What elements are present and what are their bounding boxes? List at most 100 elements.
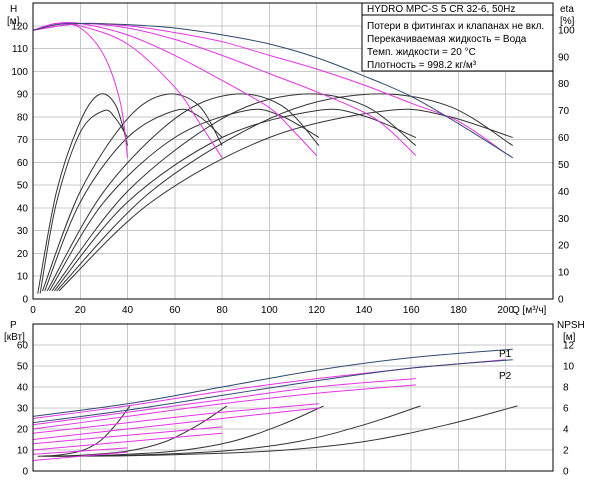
npsh-label-unit: [м] (563, 332, 576, 343)
x-tick-label: 60 (169, 305, 181, 316)
p-tick-label: 50 (17, 362, 29, 373)
power-curve-pump (32, 432, 223, 451)
npsh-curve (37, 405, 131, 457)
npsh-curve (56, 405, 518, 457)
power-curve-pump (32, 403, 320, 434)
h-tick-label: 40 (17, 203, 29, 214)
efficiency-curve (56, 93, 514, 292)
npsh-tick-label: 8 (563, 383, 569, 394)
x-tick-label: 200 (497, 305, 514, 316)
x-tick-label: 20 (75, 305, 87, 316)
h-tick-label: 0 (22, 295, 28, 306)
x-tick-label: 120 (308, 305, 325, 316)
x-tick-label: 180 (450, 305, 467, 316)
efficiency-curve (49, 108, 320, 292)
p-label-symbol: P (10, 320, 17, 331)
bottom-plot-frame (32, 323, 554, 472)
x-tick-label: 80 (217, 305, 229, 316)
x-axis-label: Q [м³/ч] (512, 305, 547, 316)
efficiency-curve (46, 93, 320, 292)
eta-tick-label: 80 (558, 79, 570, 90)
p-tick-label: 60 (17, 341, 29, 352)
y-label-left-unit: [м] (7, 16, 20, 27)
npsh-tick-label: 4 (563, 425, 569, 436)
power-curve-p1 (32, 348, 513, 417)
npsh-tick-label: 12 (563, 341, 575, 352)
x-tick-label: 40 (122, 305, 134, 316)
x-tick-label: 0 (30, 305, 36, 316)
top-curves (32, 21, 514, 294)
bottom-right-tick-labels: 0 2 4 6 8 10 12 (563, 341, 575, 478)
npsh-curve (47, 405, 324, 457)
top-left-tick-labels: 0 10 20 30 40 50 60 70 80 90 100 110 120 (11, 21, 28, 305)
npsh-label-symbol: NPSH (557, 320, 585, 331)
power-curve-pump (32, 451, 128, 461)
series-label-p1: P1 (499, 349, 512, 360)
power-curve-pump (32, 407, 320, 440)
h-tick-label: 50 (17, 181, 29, 192)
power-curve-pump (32, 426, 223, 445)
npsh-tick-label: 10 (563, 362, 575, 373)
head-curve-max (32, 22, 514, 159)
x-tick-label: 140 (356, 305, 373, 316)
annotation-line-1: Потери в фитингах и клапанах не вкл. (367, 20, 544, 32)
annotation-line-3: Темп. жидкости = 20 °C (367, 47, 476, 58)
legend-box (361, 2, 554, 72)
p-tick-label: 0 (22, 467, 28, 478)
head-curve-pump (32, 22, 417, 156)
efficiency-curve (42, 93, 223, 292)
h-tick-label: 110 (12, 44, 28, 55)
eta-tick-label: 20 (558, 241, 570, 252)
bottom-curves (32, 348, 518, 461)
x-tick-label: 160 (403, 305, 420, 316)
p-label-unit: [кВт] (4, 332, 25, 343)
p-tick-label: 10 (17, 446, 29, 457)
npsh-tick-label: 6 (563, 404, 569, 415)
eta-tick-label: 10 (558, 268, 570, 279)
eta-tick-label: 30 (558, 214, 570, 225)
head-efficiency-panel: 0 20 40 60 80 100 120 140 160 180 200 010203040506… (7, 2, 575, 316)
annotation-line-4: Плотность = 998.2 кг/м³ (367, 60, 477, 71)
chart-title: HYDRO MPC-S 5 CR 32-6, 50Hz (367, 4, 515, 15)
npsh-tick-label: 0 (563, 467, 569, 478)
eta-tick-label: 70 (558, 106, 570, 117)
h-tick-label: 30 (17, 226, 29, 237)
h-tick-label: 10 (17, 272, 29, 283)
eta-tick-label: 0 (558, 295, 564, 306)
p-tick-label: 20 (17, 425, 29, 436)
eta-tick-label: 60 (558, 133, 570, 144)
head-curve-pump (32, 21, 317, 156)
efficiency-curve (44, 108, 223, 292)
eta-tick-label: 40 (558, 187, 570, 198)
series-label-p2: P2 (499, 371, 512, 382)
p-tick-label: 40 (17, 383, 29, 394)
bottom-left-tick-labels: 0 10 20 30 40 50 60 (17, 341, 29, 478)
power-npsh-panel: 0 10 20 30 40 50 60 0 2 4 6 8 10 12 P [кВт] NPSH [м]… (4, 320, 585, 478)
eta-tick-label: 90 (558, 52, 570, 63)
p-tick-label: 30 (17, 404, 29, 415)
efficiency-curve (37, 93, 128, 294)
power-curve-pump (32, 384, 416, 430)
annotation-line-2: Перекачиваемая жидкость = Вода (367, 34, 527, 45)
power-curve-pump (32, 447, 128, 455)
top-x-tick-labels: 0 20 40 60 80 100 120 140 160 180 200 (30, 305, 514, 316)
efficiency-curve (39, 109, 128, 294)
y-label-left-symbol: H (10, 4, 17, 15)
h-tick-label: 20 (17, 249, 29, 260)
h-tick-label: 60 (17, 158, 29, 169)
y-label-right-symbol: eta (560, 4, 574, 15)
efficiency-curve (51, 93, 417, 292)
h-tick-label: 90 (17, 90, 29, 101)
h-tick-label: 120 (11, 21, 28, 32)
eta-tick-label: 50 (558, 160, 570, 171)
top-plot-frame (32, 2, 554, 300)
h-tick-label: 80 (17, 112, 29, 123)
h-tick-label: 70 (17, 135, 29, 146)
efficiency-curve (53, 108, 417, 292)
h-tick-label: 100 (11, 67, 28, 78)
eta-tick-label: 100 (558, 25, 575, 36)
y-label-right-unit: [%] (560, 16, 575, 27)
top-right-tick-labels: 0 10 20 30 40 50 60 70 80 90 100 (558, 25, 575, 305)
x-tick-label: 100 (261, 305, 278, 316)
